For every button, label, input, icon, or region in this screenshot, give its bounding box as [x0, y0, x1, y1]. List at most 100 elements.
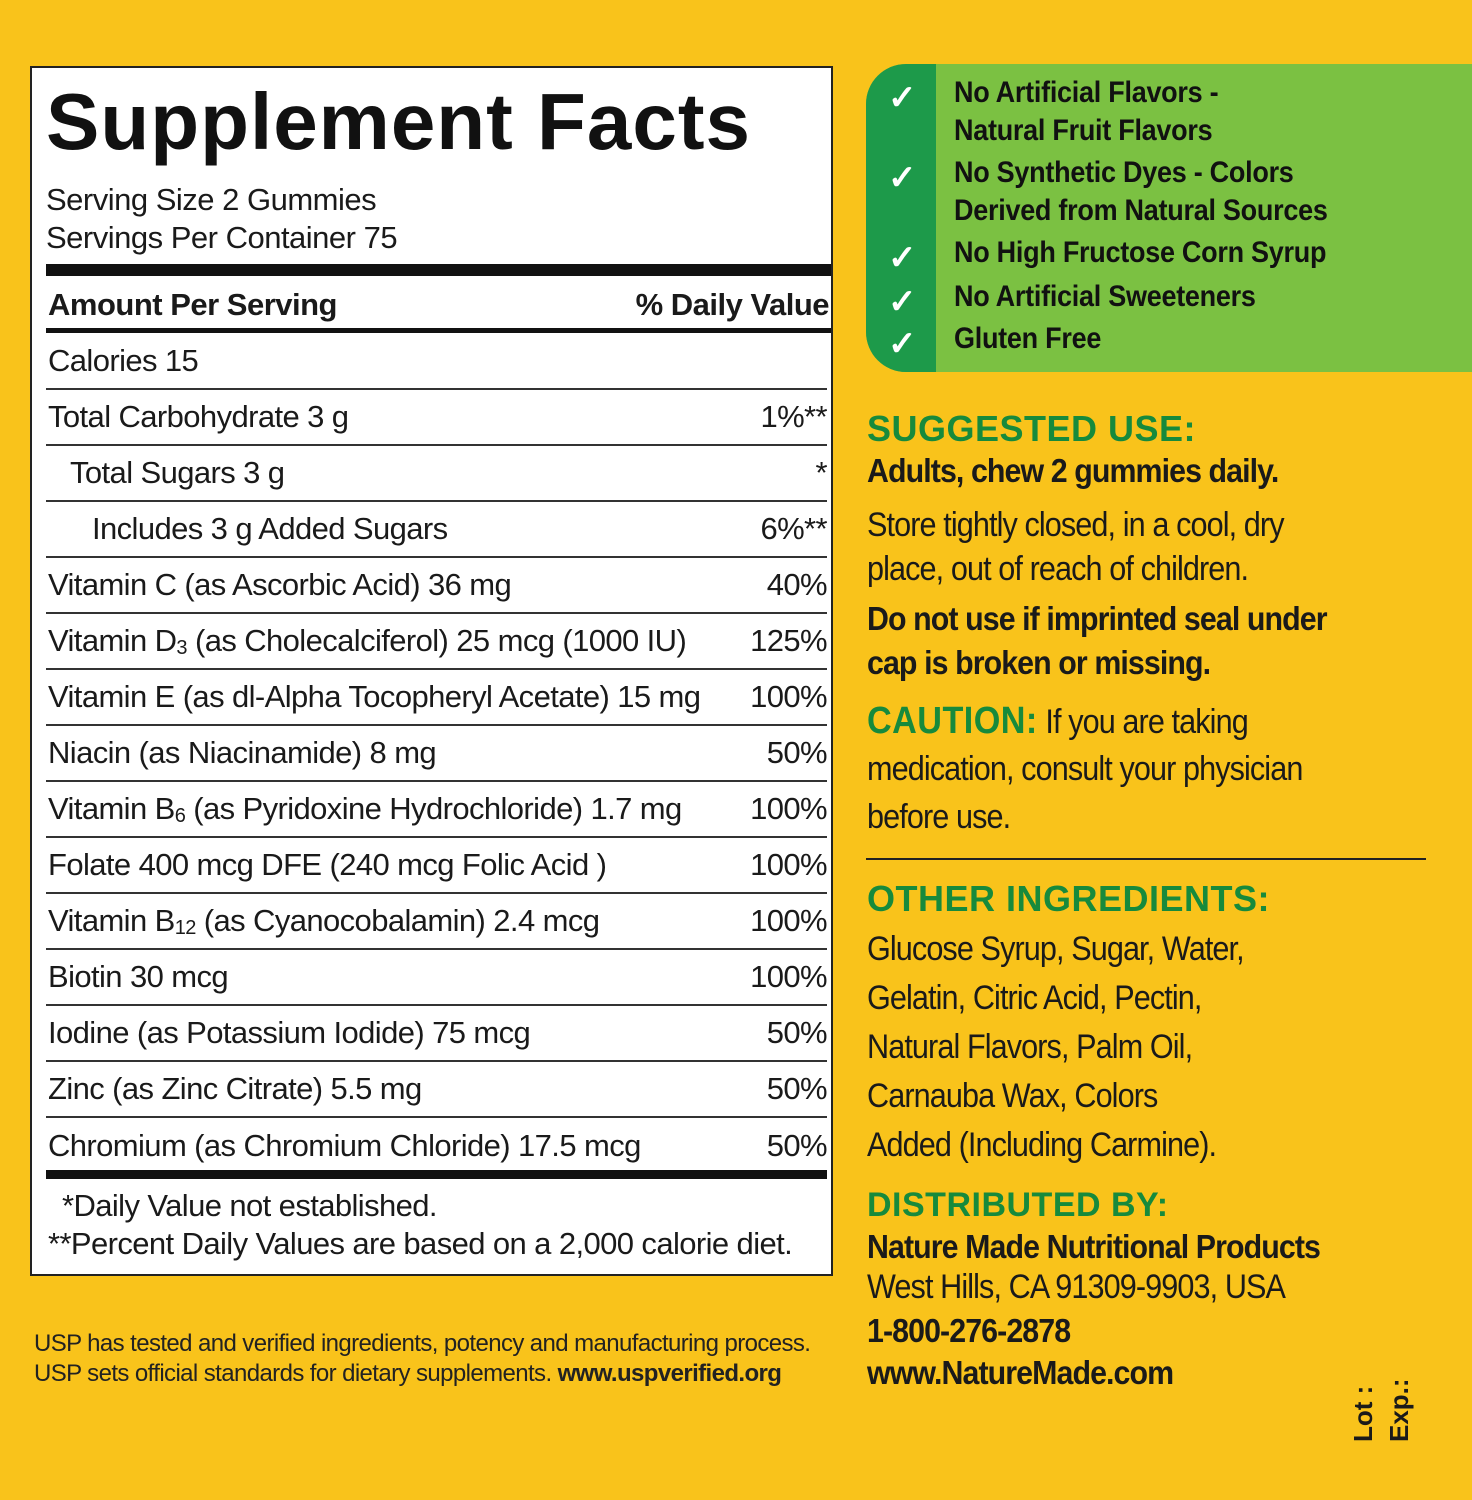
nutrient-table: Calories 15 Total Carbohydrate 3 g 1%** Tot… — [46, 334, 828, 1174]
ingredient-line: Gelatin, Citric Acid, Pectin, — [867, 979, 1202, 1017]
nutrient-row: Zinc (as Zinc Citrate) 5.5 mg 50% — [46, 1062, 828, 1118]
nutrient-row: Total Carbohydrate 3 g 1%** — [46, 390, 828, 446]
checkmark-icon: ✓ — [888, 283, 917, 321]
dv-header: % Daily Value — [635, 287, 830, 322]
claims-strip — [866, 64, 936, 372]
nutrient-row: Biotin 30 mcg 100% — [46, 950, 828, 1006]
serving-size: Serving Size 2 Gummies — [46, 182, 377, 217]
nutrient-dv: 6%** — [760, 511, 827, 546]
claim-text: No Artificial Flavors - — [954, 76, 1219, 109]
caution-line-1: CAUTION: If you are taking — [867, 698, 1389, 745]
ingredient-line: Glucose Syrup, Sugar, Water, — [867, 930, 1245, 968]
divider-thick-bottom — [46, 1170, 827, 1179]
checkmark-icon: ✓ — [888, 239, 917, 277]
nutrient-row: Vitamin B6 (as Pyridoxine Hydrochloride)… — [46, 782, 828, 838]
table-header: Amount Per Serving % Daily Value — [48, 280, 830, 330]
claim-text: No Artificial Sweeteners — [954, 280, 1256, 313]
directions: Adults, chew 2 gummies daily. — [867, 452, 1279, 489]
nutrient-row: Chromium (as Chromium Chloride) 17.5 mcg… — [46, 1118, 828, 1174]
nutrient-name: Vitamin B6 (as Pyridoxine Hydrochloride)… — [48, 791, 682, 827]
checkmark-icon: ✓ — [888, 79, 917, 117]
storage-line-2: place, out of reach of children. — [867, 550, 1249, 588]
nutrient-row: Includes 3 g Added Sugars 6%** — [46, 502, 828, 558]
nutrient-dv: 1%** — [760, 399, 827, 434]
nutrient-dv: 50% — [766, 735, 828, 770]
nutrient-row: Vitamin E (as dl-Alpha Tocopheryl Acetat… — [46, 670, 828, 726]
claim-text: Natural Fruit Flavors — [954, 114, 1213, 147]
nutrient-dv: 100% — [750, 959, 827, 994]
distributor-name: Nature Made Nutritional Products — [867, 1228, 1321, 1265]
nutrient-name: Niacin (as Niacinamide) 8 mg — [48, 735, 437, 770]
nutrient-row: Niacin (as Niacinamide) 8 mg 50% — [46, 726, 828, 782]
checkmark-icon: ✓ — [888, 325, 917, 363]
suggested-use-heading: SUGGESTED USE: — [867, 408, 1197, 449]
nutrient-name: Total Carbohydrate 3 g — [48, 399, 349, 434]
footnote-1: *Daily Value not established. — [62, 1188, 438, 1223]
nutrient-name: Vitamin D3 (as Cholecalciferol) 25 mcg (… — [48, 623, 687, 659]
storage-line-1: Store tightly closed, in a cool, dry — [867, 506, 1285, 544]
servings-per-container: Servings Per Container 75 — [46, 220, 398, 255]
nutrient-name: Vitamin B12 (as Cyanocobalamin) 2.4 mcg — [48, 903, 600, 939]
supplement-facts-panel: Supplement Facts Serving Size 2 Gummies … — [30, 66, 833, 1276]
facts-title: Supplement Facts — [46, 77, 752, 166]
nutrient-row: Vitamin B12 (as Cyanocobalamin) 2.4 mcg 1… — [46, 894, 828, 950]
nutrient-row: Total Sugars 3 g * — [46, 446, 828, 502]
other-ingredients-heading: OTHER INGREDIENTS: — [867, 878, 1271, 919]
caution-line-3: before use. — [867, 798, 1011, 836]
ingredient-line: Added (Including Carmine). — [867, 1126, 1217, 1164]
nutrient-dv: 40% — [766, 567, 828, 602]
claim-text: No High Fructose Corn Syrup — [954, 236, 1327, 269]
footnote-2: **Percent Daily Values are based on a 2,… — [48, 1226, 793, 1261]
claim-text: Gluten Free — [954, 322, 1102, 355]
warning-line-2: cap is broken or missing. — [867, 644, 1211, 681]
nutrient-row: Calories 15 — [46, 334, 827, 390]
nutrient-row: Vitamin C (as Ascorbic Acid) 36 mg 40% — [46, 558, 828, 614]
nutrient-name: Chromium (as Chromium Chloride) 17.5 mcg — [48, 1128, 641, 1163]
nutrient-name: Biotin 30 mcg — [48, 959, 229, 994]
claim-text: No Synthetic Dyes - Colors — [954, 156, 1294, 189]
nutrient-name: Includes 3 g Added Sugars — [92, 511, 448, 546]
distributor-phone: 1-800-276-2878 — [867, 1312, 1071, 1349]
claim-text: Derived from Natural Sources — [954, 194, 1328, 227]
nutrient-dv: 100% — [750, 847, 827, 882]
nutrient-dv: * — [815, 455, 828, 490]
nutrient-dv: 50% — [766, 1015, 828, 1050]
usp-line-2: USP sets official standards for dietary … — [34, 1360, 782, 1388]
section-divider — [866, 858, 1426, 860]
usp-text: USP sets official standards for dietary … — [34, 1360, 558, 1387]
nutrient-name: Vitamin E (as dl-Alpha Tocopheryl Acetat… — [48, 679, 701, 714]
nutrient-row: Vitamin D3 (as Cholecalciferol) 25 mcg (… — [46, 614, 828, 670]
nutrient-name: Iodine (as Potassium Iodide) 75 mcg — [48, 1015, 531, 1050]
distributor-address: West Hills, CA 91309-9903, USA — [867, 1268, 1286, 1306]
usp-line-1: USP has tested and verified ingredients,… — [34, 1330, 811, 1357]
caution-line-2: medication, consult your physician — [867, 750, 1303, 788]
nutrient-name: Calories 15 — [48, 343, 199, 378]
ingredient-line: Natural Flavors, Palm Oil, — [867, 1028, 1193, 1066]
nutrient-dv: 50% — [766, 1128, 828, 1163]
divider-medium — [46, 328, 831, 333]
nutrient-name: Folate 400 mcg DFE (240 mcg Folic Acid ) — [48, 847, 607, 882]
amount-header: Amount Per Serving — [48, 287, 338, 322]
usp-url: www.uspverified.org — [557, 1360, 782, 1387]
checkmark-icon: ✓ — [888, 159, 917, 197]
nutrient-dv: 100% — [750, 903, 827, 938]
caution-label: CAUTION: — [867, 700, 1038, 742]
nutrient-dv: 100% — [750, 791, 827, 826]
divider-thick — [46, 264, 831, 276]
nutrient-dv: 50% — [766, 1071, 828, 1106]
exp-label: Exp.: — [1384, 1378, 1414, 1442]
nutrient-dv: 100% — [750, 679, 827, 714]
distributed-by-heading: DISTRIBUTED BY: — [867, 1186, 1169, 1224]
caution-text: If you are taking — [1037, 703, 1248, 741]
claims-box: ✓ No Artificial Flavors - Natural Fruit Fl… — [866, 64, 1472, 372]
nutrient-name: Vitamin C (as Ascorbic Acid) 36 mg — [48, 567, 512, 602]
nutrient-row: Iodine (as Potassium Iodide) 75 mcg 50% — [46, 1006, 828, 1062]
nutrient-row: Folate 400 mcg DFE (240 mcg Folic Acid )… — [46, 838, 828, 894]
nutrient-name: Total Sugars 3 g — [70, 455, 285, 490]
ingredient-line: Carnauba Wax, Colors — [867, 1077, 1158, 1115]
nutrient-name: Zinc (as Zinc Citrate) 5.5 mg — [48, 1071, 422, 1106]
nutrient-dv: 125% — [750, 623, 827, 658]
distributor-website: www.NatureMade.com — [867, 1354, 1174, 1391]
warning-line-1: Do not use if imprinted seal under — [867, 600, 1328, 637]
lot-label: Lot : — [1348, 1385, 1378, 1442]
